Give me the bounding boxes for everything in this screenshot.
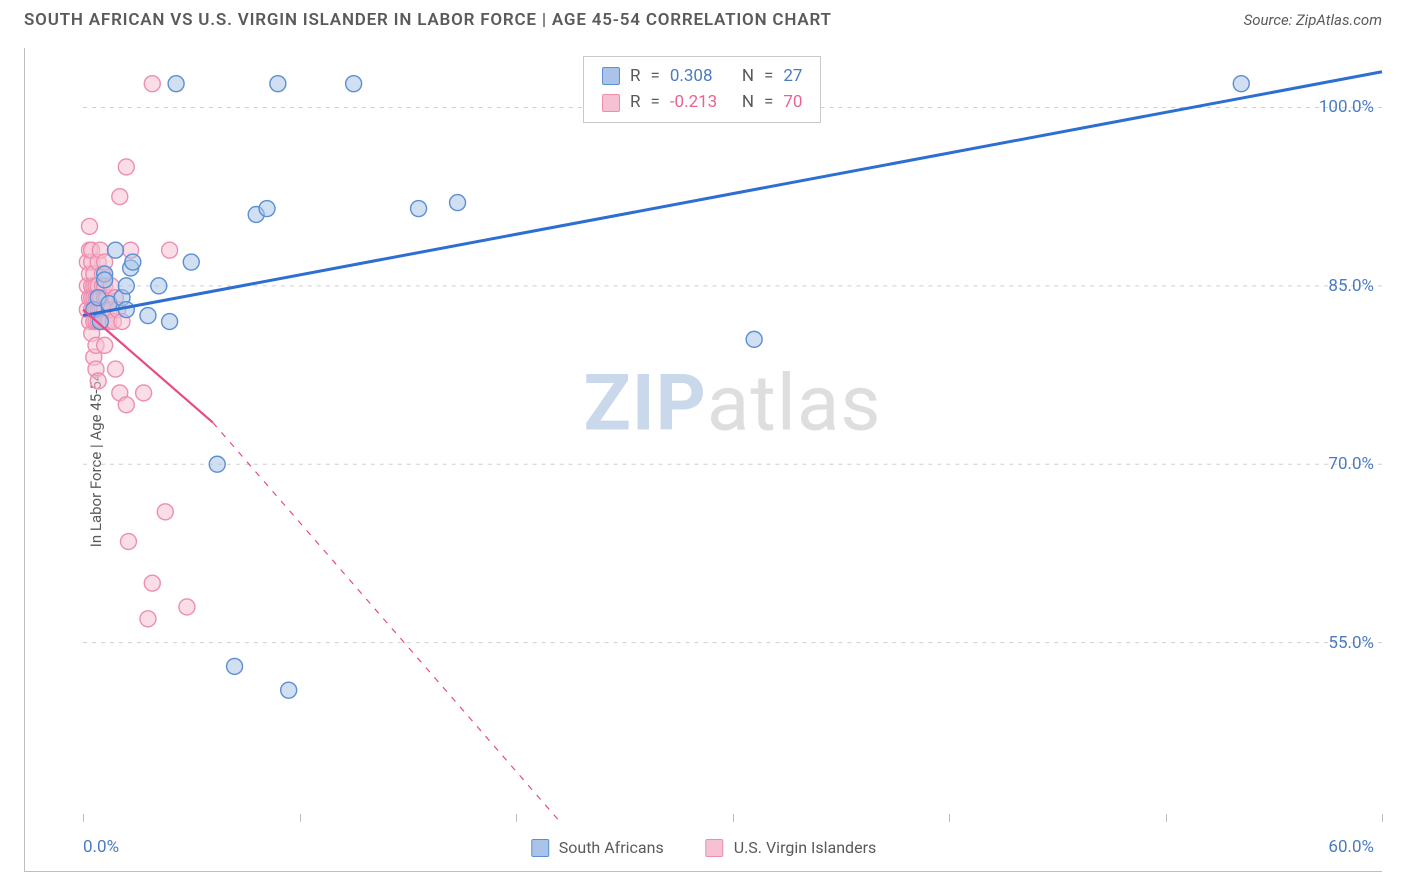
eq: = [764,63,773,89]
scatter-point [82,218,98,234]
scatter-point [450,195,466,211]
stat-row-blue: R = 0.308 N = 27 [602,63,802,89]
eq: = [650,89,659,115]
scatter-point [281,682,297,698]
y-tick-label: 85.0% [1328,276,1374,296]
source-label: Source: ZipAtlas.com [1244,11,1382,29]
x-tick [733,814,734,822]
scatter-point [125,254,141,270]
x-tick [300,814,301,822]
scatter-point [259,201,275,217]
scatter-point [107,361,123,377]
scatter-point [140,611,156,627]
scatter-point [92,314,108,330]
legend-label-pink: U.S. Virgin Islanders [734,838,877,857]
plot-area: ZIPatlas R = 0.308 N = 27 R = -0.213 N =… [83,48,1382,821]
scatter-point [140,308,156,324]
scatter-point [151,278,167,294]
x-tick [1166,814,1167,822]
scatter-point [1233,76,1249,92]
y-tick-label: 100.0% [1319,97,1374,117]
legend-item-us-virgin-islanders: U.S. Virgin Islanders [706,838,877,857]
legend: South Africans U.S. Virgin Islanders [531,838,877,857]
x-tick [949,814,950,822]
scatter-point [136,385,152,401]
scatter-point [162,314,178,330]
stat-row-pink: R = -0.213 N = 70 [602,89,802,115]
y-tick-label: 70.0% [1328,454,1374,474]
swatch-blue-icon [531,839,549,857]
swatch-blue-icon [602,67,620,85]
chart-container: In Labor Force | Age 45-54 ZIPatlas R = … [24,48,1382,872]
scatter-point [118,397,134,413]
eq: = [650,63,659,89]
swatch-pink-icon [602,94,620,112]
n-label: N [742,63,754,89]
x-max-label: 60.0% [1328,837,1374,857]
eq: = [764,89,773,115]
scatter-point [162,242,178,258]
scatter-point [144,575,160,591]
swatch-pink-icon [706,839,724,857]
scatter-point [97,272,113,288]
scatter-point [120,534,136,550]
y-tick-label: 55.0% [1328,633,1374,653]
scatter-point [227,658,243,674]
scatter-point [107,242,123,258]
scatter-point [183,254,199,270]
scatter-point [90,373,106,389]
scatter-point [144,76,160,92]
r-value-blue: 0.308 [670,63,732,89]
x-tick [1382,814,1383,822]
x-origin-label: 0.0% [83,837,119,857]
scatter-point [346,76,362,92]
scatter-point [118,159,134,175]
scatter-point [411,201,427,217]
scatter-point [270,76,286,92]
legend-item-south-africans: South Africans [531,838,664,857]
scatter-point [168,76,184,92]
chart-title: SOUTH AFRICAN VS U.S. VIRGIN ISLANDER IN… [24,10,832,30]
x-tick [83,814,84,822]
scatter-point [118,278,134,294]
scatter-point [157,504,173,520]
n-value-pink: 70 [783,89,802,115]
scatter-point [97,337,113,353]
r-label: R [630,89,640,115]
scatter-point [179,599,195,615]
trend-line [213,423,559,821]
legend-label-blue: South Africans [559,838,664,857]
r-value-pink: -0.213 [670,89,732,115]
r-label: R [630,63,640,89]
n-value-blue: 27 [783,63,802,89]
n-label: N [742,89,754,115]
scatter-plot-svg [83,48,1382,821]
x-tick [516,814,517,822]
scatter-point [209,456,225,472]
scatter-point [746,331,762,347]
scatter-point [112,189,128,205]
correlation-stats-box: R = 0.308 N = 27 R = -0.213 N = 70 [583,56,821,123]
